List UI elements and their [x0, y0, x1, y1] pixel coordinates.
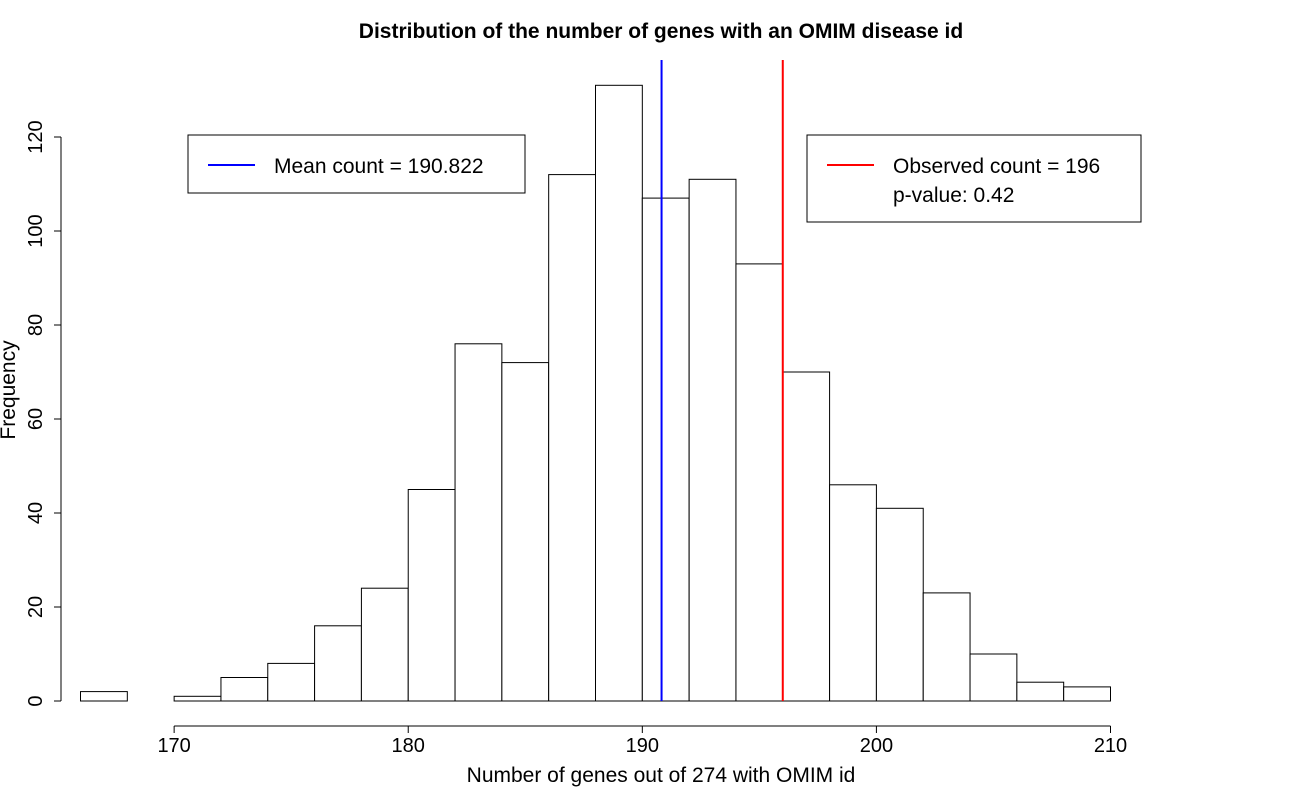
histogram-bar [595, 84, 643, 702]
legend-box [806, 134, 1142, 223]
histogram-bar [641, 197, 690, 702]
bars-group [80, 84, 1111, 702]
histogram-bar [267, 662, 316, 702]
y-tick-label: 60 [25, 408, 47, 430]
x-tick-label: 190 [626, 735, 659, 757]
histogram-bar [501, 362, 550, 702]
x-tick-label: 210 [1094, 735, 1127, 757]
histogram-bar [1063, 686, 1111, 702]
histogram-bar [314, 625, 362, 702]
y-tick-label: 40 [25, 502, 47, 524]
y-axis-label: Frequency [0, 340, 20, 440]
histogram-bar [454, 343, 503, 702]
x-tick-label: 180 [392, 735, 425, 757]
x-axis: 170 180 190 200 210 [157, 725, 1127, 757]
histogram-bar [735, 263, 784, 702]
histogram-bar [688, 178, 737, 702]
legend-label: Observed count = 196 [893, 155, 1100, 178]
legend-label: Mean count = 190.822 [274, 155, 484, 178]
y-tick-label: 80 [25, 314, 47, 336]
legend-label: p-value: 0.42 [893, 184, 1014, 207]
histogram-bar [782, 371, 831, 702]
y-tick-label: 0 [25, 695, 47, 706]
x-axis-label: Number of genes out of 274 with OMIM id [467, 764, 856, 787]
histogram-bar [360, 587, 409, 702]
histogram-bar [220, 677, 269, 702]
y-axis: 0 20 40 60 80 100 120 [25, 120, 62, 707]
y-tick-label: 100 [25, 214, 47, 247]
reference-lines [660, 60, 784, 701]
x-tick-label: 200 [860, 735, 893, 757]
histogram-bar [875, 507, 924, 702]
chart-title: Distribution of the number of genes with… [359, 20, 963, 43]
histogram-bar [829, 484, 877, 702]
histogram-bar [922, 592, 971, 702]
histogram-bar [969, 653, 1018, 702]
y-tick-label: 120 [25, 120, 47, 153]
y-tick-label: 20 [25, 596, 47, 618]
histogram-bar [407, 489, 456, 702]
legends-group: Mean count = 190.822 Observed count = 196… [187, 134, 1142, 223]
histogram-bar [548, 174, 597, 702]
histogram-bar [1016, 681, 1065, 702]
histogram-bar [80, 691, 128, 702]
histogram-bar [173, 695, 222, 702]
x-tick-label: 170 [157, 735, 190, 757]
